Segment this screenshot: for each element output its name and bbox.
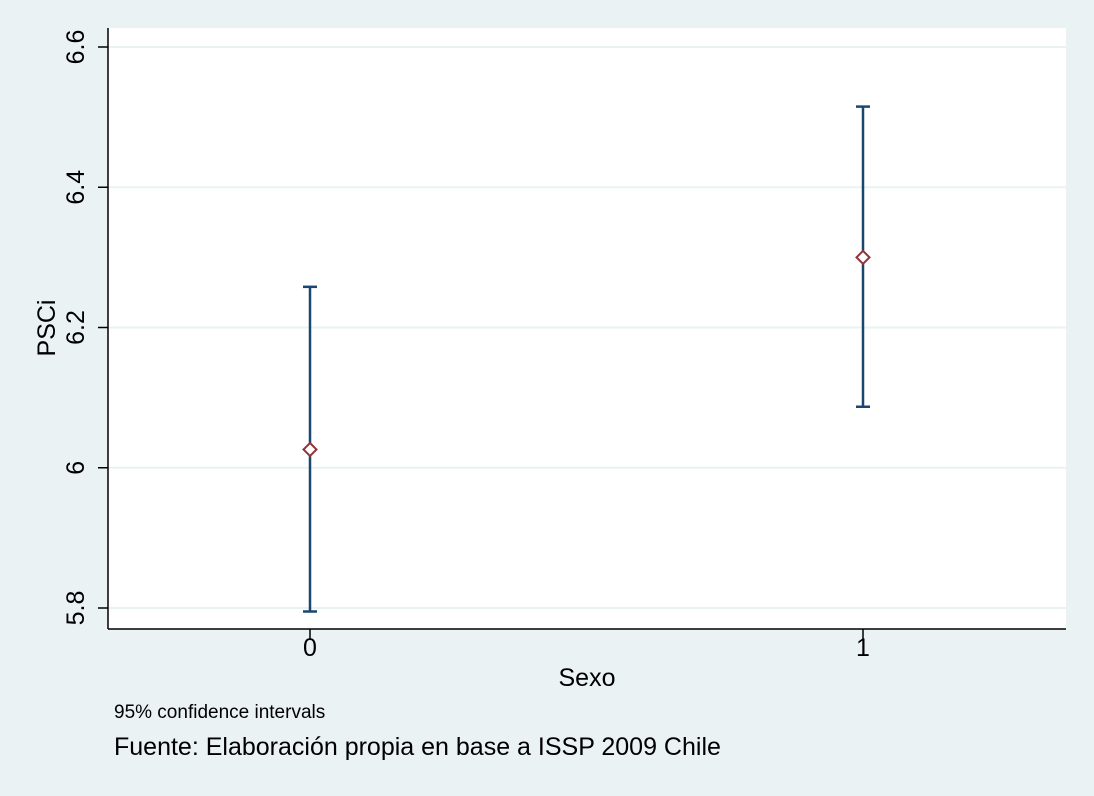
x-axis-title: Sexo	[559, 664, 616, 692]
point-estimates	[302, 249, 871, 458]
x-tick-label: 0	[303, 634, 317, 662]
point-estimate-marker	[302, 441, 318, 458]
y-tick-label: 6.6	[62, 30, 90, 65]
y-tick-label: 6.2	[62, 310, 90, 345]
y-tick-label: 6.4	[62, 170, 90, 205]
y-tick-label: 5.8	[62, 591, 90, 626]
y-axis-ticks: 5.8 6 6.2 6.4 6.6	[62, 30, 108, 626]
y-axis-title: PSCi	[33, 300, 61, 357]
point-estimate-marker	[855, 249, 871, 266]
chart-note-source: Fuente: Elaboración propia en base a ISS…	[114, 733, 721, 761]
y-tick-label: 6	[62, 461, 90, 475]
chart-note-ci: 95% confidence intervals	[114, 702, 326, 723]
gridlines	[108, 46, 1066, 609]
x-tick-label: 1	[856, 634, 870, 662]
